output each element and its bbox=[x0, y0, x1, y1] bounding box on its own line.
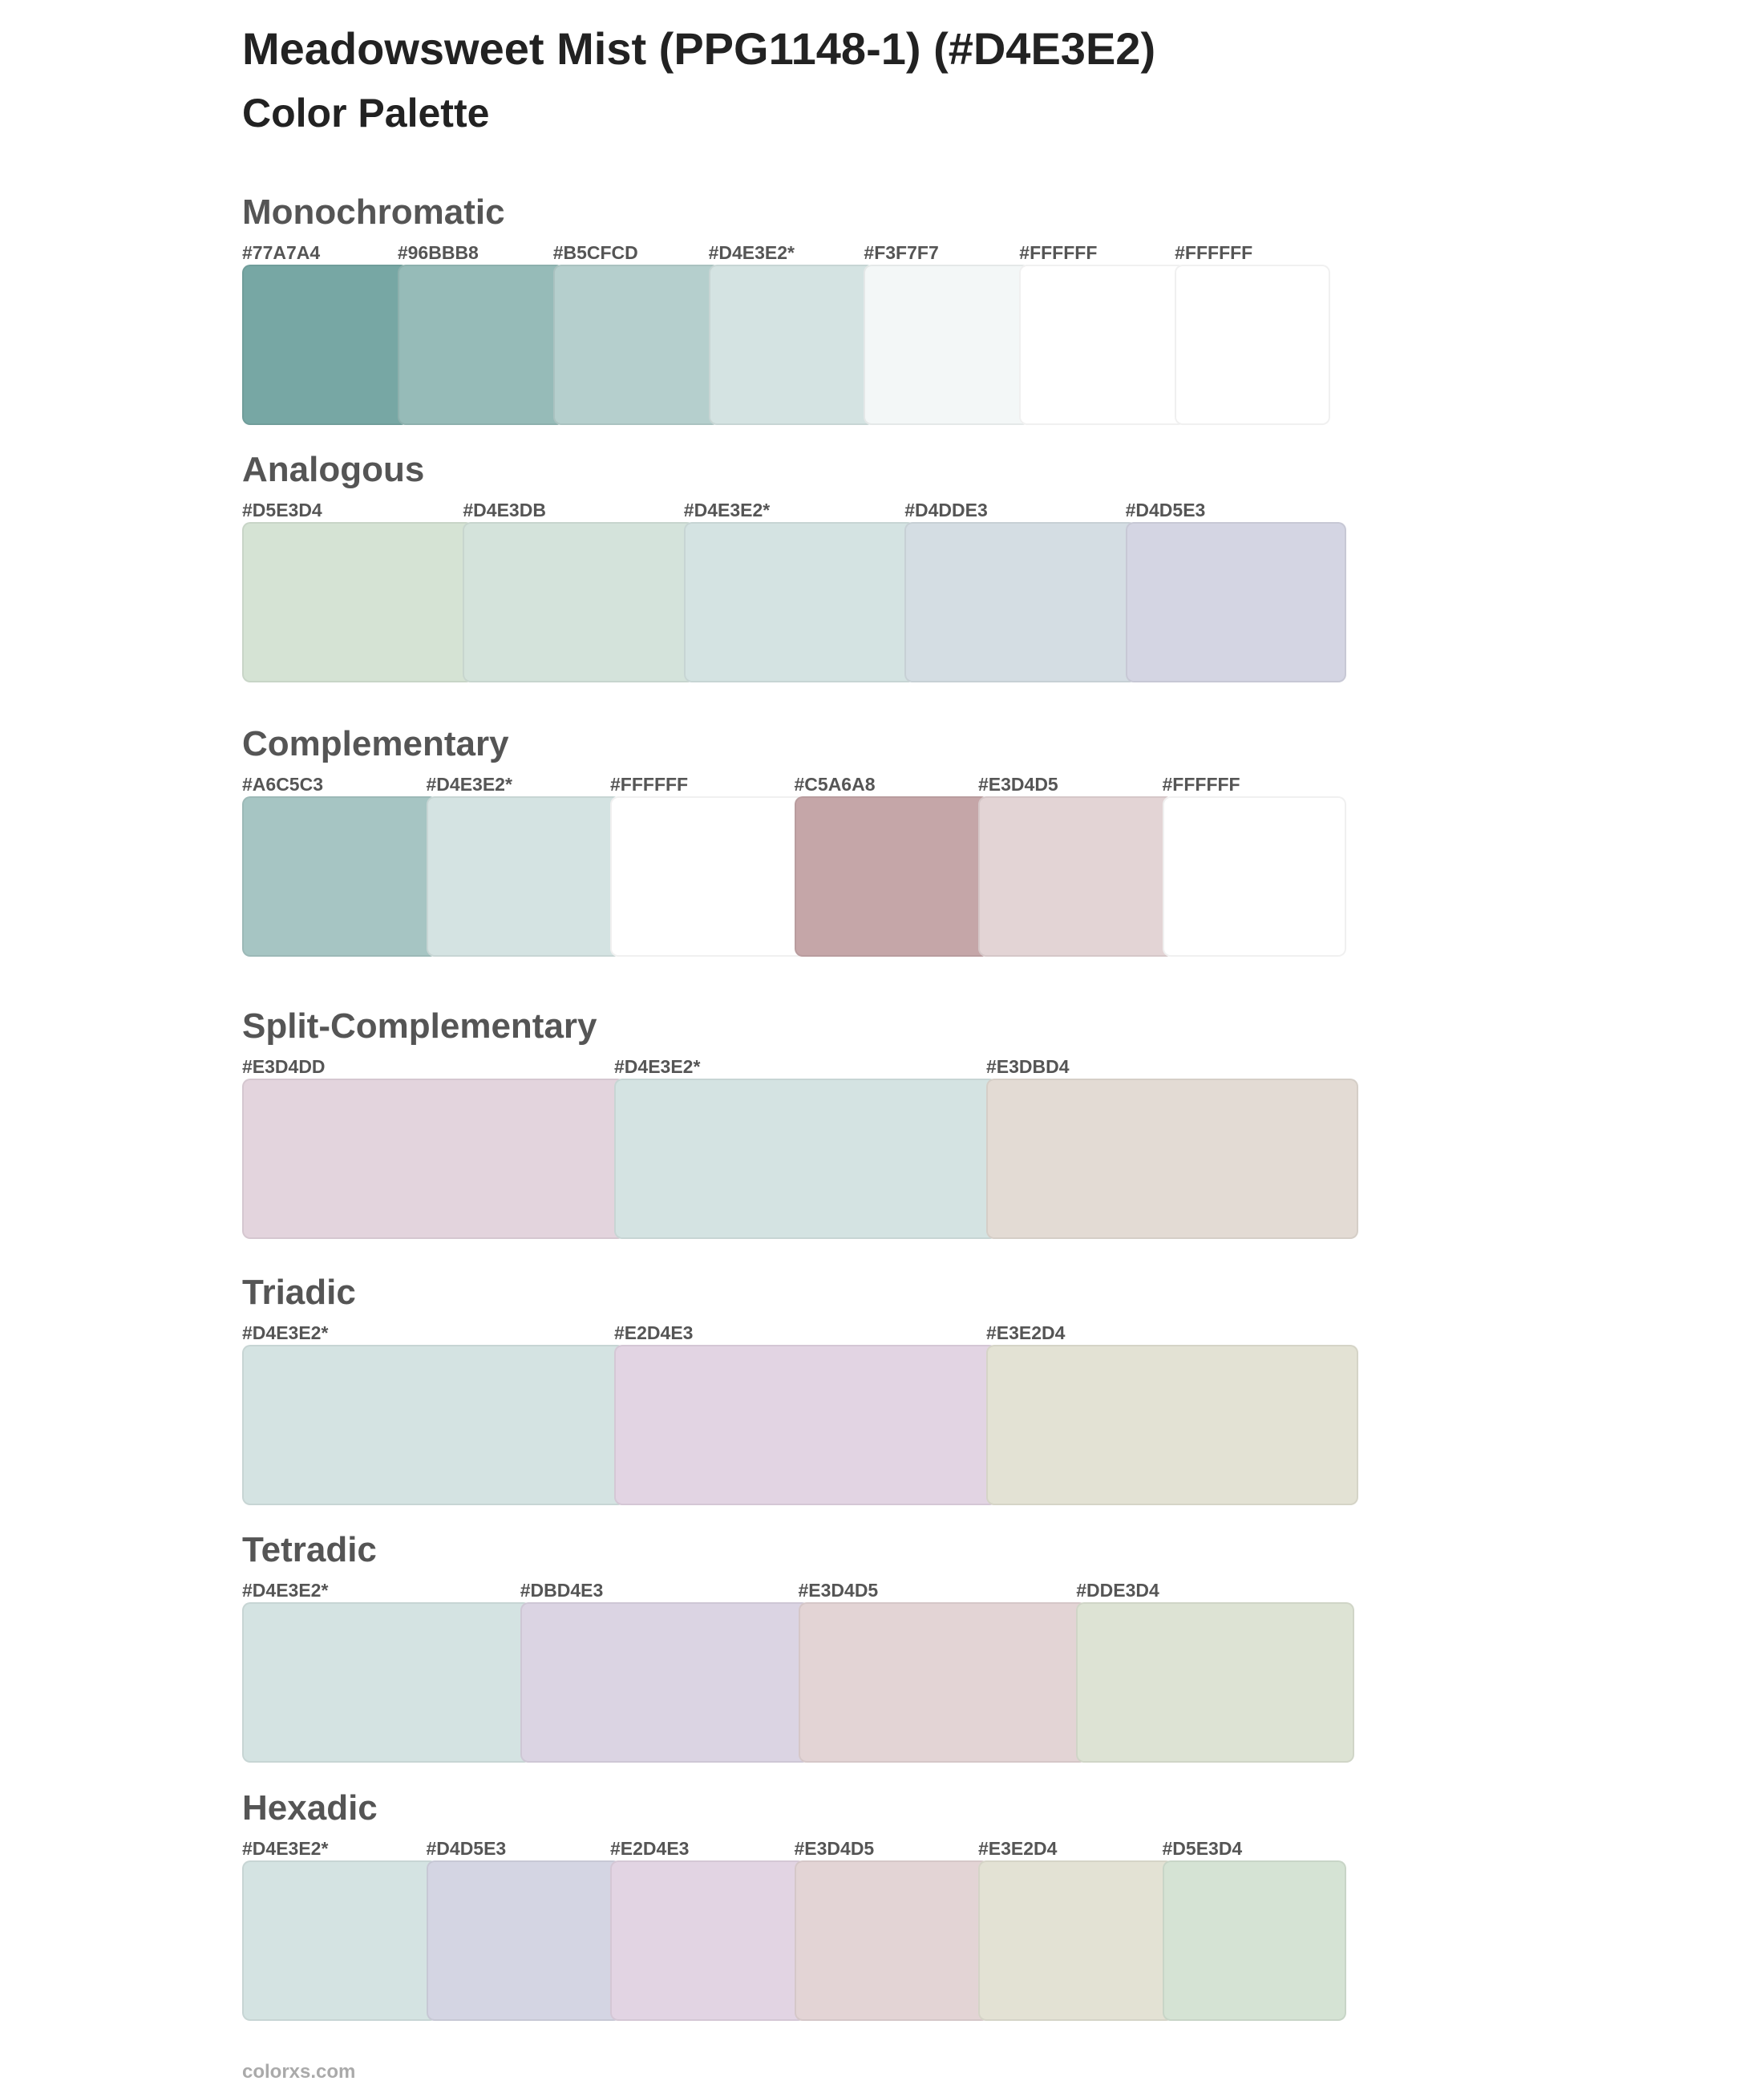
swatch bbox=[426, 1860, 621, 2021]
swatch bbox=[520, 1602, 810, 1763]
swatch bbox=[1019, 265, 1187, 425]
swatch-label: #E3D4DD bbox=[242, 1056, 326, 1077]
swatch-label: #D4DDE3 bbox=[904, 500, 988, 520]
swatch bbox=[463, 522, 695, 682]
section-heading: Split-Complementary bbox=[242, 1006, 597, 1046]
swatch-label: #D4E3E2* bbox=[708, 242, 795, 263]
section-heading: Tetradic bbox=[242, 1530, 377, 1569]
swatch bbox=[242, 1860, 438, 2021]
swatch-label: #E3E2D4 bbox=[978, 1838, 1058, 1859]
title: Meadowsweet Mist (PPG1148-1) (#D4E3E2) bbox=[242, 23, 1156, 74]
swatch-label: #D4E3E2* bbox=[683, 500, 771, 520]
swatch-label: #D5E3D4 bbox=[1162, 1838, 1243, 1859]
swatch bbox=[986, 1345, 1358, 1505]
section-heading: Hexadic bbox=[242, 1788, 378, 1828]
swatch-label: #DBD4E3 bbox=[520, 1580, 604, 1601]
swatch-label: #FFFFFF bbox=[1175, 242, 1253, 263]
swatch bbox=[978, 1860, 1174, 2021]
swatch-label: #A6C5C3 bbox=[242, 774, 323, 795]
swatch-label: #96BBB8 bbox=[397, 242, 479, 263]
swatch bbox=[1175, 265, 1330, 425]
swatch bbox=[1162, 796, 1346, 957]
swatch bbox=[798, 1602, 1088, 1763]
swatch bbox=[794, 1860, 989, 2021]
section-heading: Monochromatic bbox=[242, 192, 505, 232]
swatch-label: #E2D4E3 bbox=[610, 1838, 690, 1859]
swatch-label: #C5A6A8 bbox=[794, 774, 876, 795]
swatch bbox=[864, 265, 1031, 425]
section-heading: Triadic bbox=[242, 1273, 356, 1312]
section-heading: Analogous bbox=[242, 450, 425, 489]
swatch-label: #E3D4D5 bbox=[798, 1580, 879, 1601]
swatch bbox=[242, 796, 438, 957]
swatch-label: #D4E3E2* bbox=[242, 1838, 329, 1859]
swatch-label: #F3F7F7 bbox=[864, 242, 939, 263]
footer: colorxs.com bbox=[242, 2061, 356, 2083]
section-heading: Complementary bbox=[242, 724, 509, 763]
swatch bbox=[242, 522, 475, 682]
swatch bbox=[708, 265, 876, 425]
swatch bbox=[426, 796, 621, 957]
swatch bbox=[242, 1345, 625, 1505]
swatch-label: #FFFFFF bbox=[1019, 242, 1098, 263]
swatch-label: #E3E2D4 bbox=[986, 1322, 1066, 1343]
swatch-label: #77A7A4 bbox=[242, 242, 321, 263]
swatch bbox=[1125, 522, 1346, 682]
swatch bbox=[978, 796, 1174, 957]
subtitle: Color Palette bbox=[242, 91, 490, 136]
swatch bbox=[397, 265, 564, 425]
swatch bbox=[904, 522, 1137, 682]
swatch-label: #D4E3E2* bbox=[614, 1056, 701, 1077]
swatch bbox=[683, 522, 916, 682]
swatch-label: #D4E3E2* bbox=[426, 774, 512, 795]
swatch bbox=[614, 1079, 997, 1239]
swatch-label: #E3D4D5 bbox=[978, 774, 1058, 795]
swatch bbox=[242, 265, 409, 425]
swatch-label: #D4D5E3 bbox=[1125, 500, 1206, 520]
swatch bbox=[610, 1860, 806, 2021]
swatch-label: #D4D5E3 bbox=[426, 1838, 507, 1859]
swatch-label: #DDE3D4 bbox=[1076, 1580, 1159, 1601]
swatch bbox=[552, 265, 720, 425]
swatch bbox=[242, 1602, 532, 1763]
swatch-label: #FFFFFF bbox=[1162, 774, 1240, 795]
swatch-label: #D4E3E2* bbox=[242, 1322, 329, 1343]
swatch bbox=[794, 796, 989, 957]
swatch bbox=[1076, 1602, 1354, 1763]
swatch-label: #D5E3D4 bbox=[242, 500, 322, 520]
swatch-label: #FFFFFF bbox=[610, 774, 689, 795]
swatch-label: #E2D4E3 bbox=[614, 1322, 694, 1343]
swatch-label: #D4E3DB bbox=[463, 500, 546, 520]
swatch bbox=[986, 1079, 1358, 1239]
swatch bbox=[614, 1345, 997, 1505]
swatch-label: #E3D4D5 bbox=[794, 1838, 875, 1859]
swatch-label: #E3DBD4 bbox=[986, 1056, 1070, 1077]
swatch-label: #B5CFCD bbox=[552, 242, 638, 263]
swatch bbox=[1162, 1860, 1346, 2021]
swatch bbox=[242, 1079, 625, 1239]
swatch bbox=[610, 796, 806, 957]
swatch-label: #D4E3E2* bbox=[242, 1580, 329, 1601]
